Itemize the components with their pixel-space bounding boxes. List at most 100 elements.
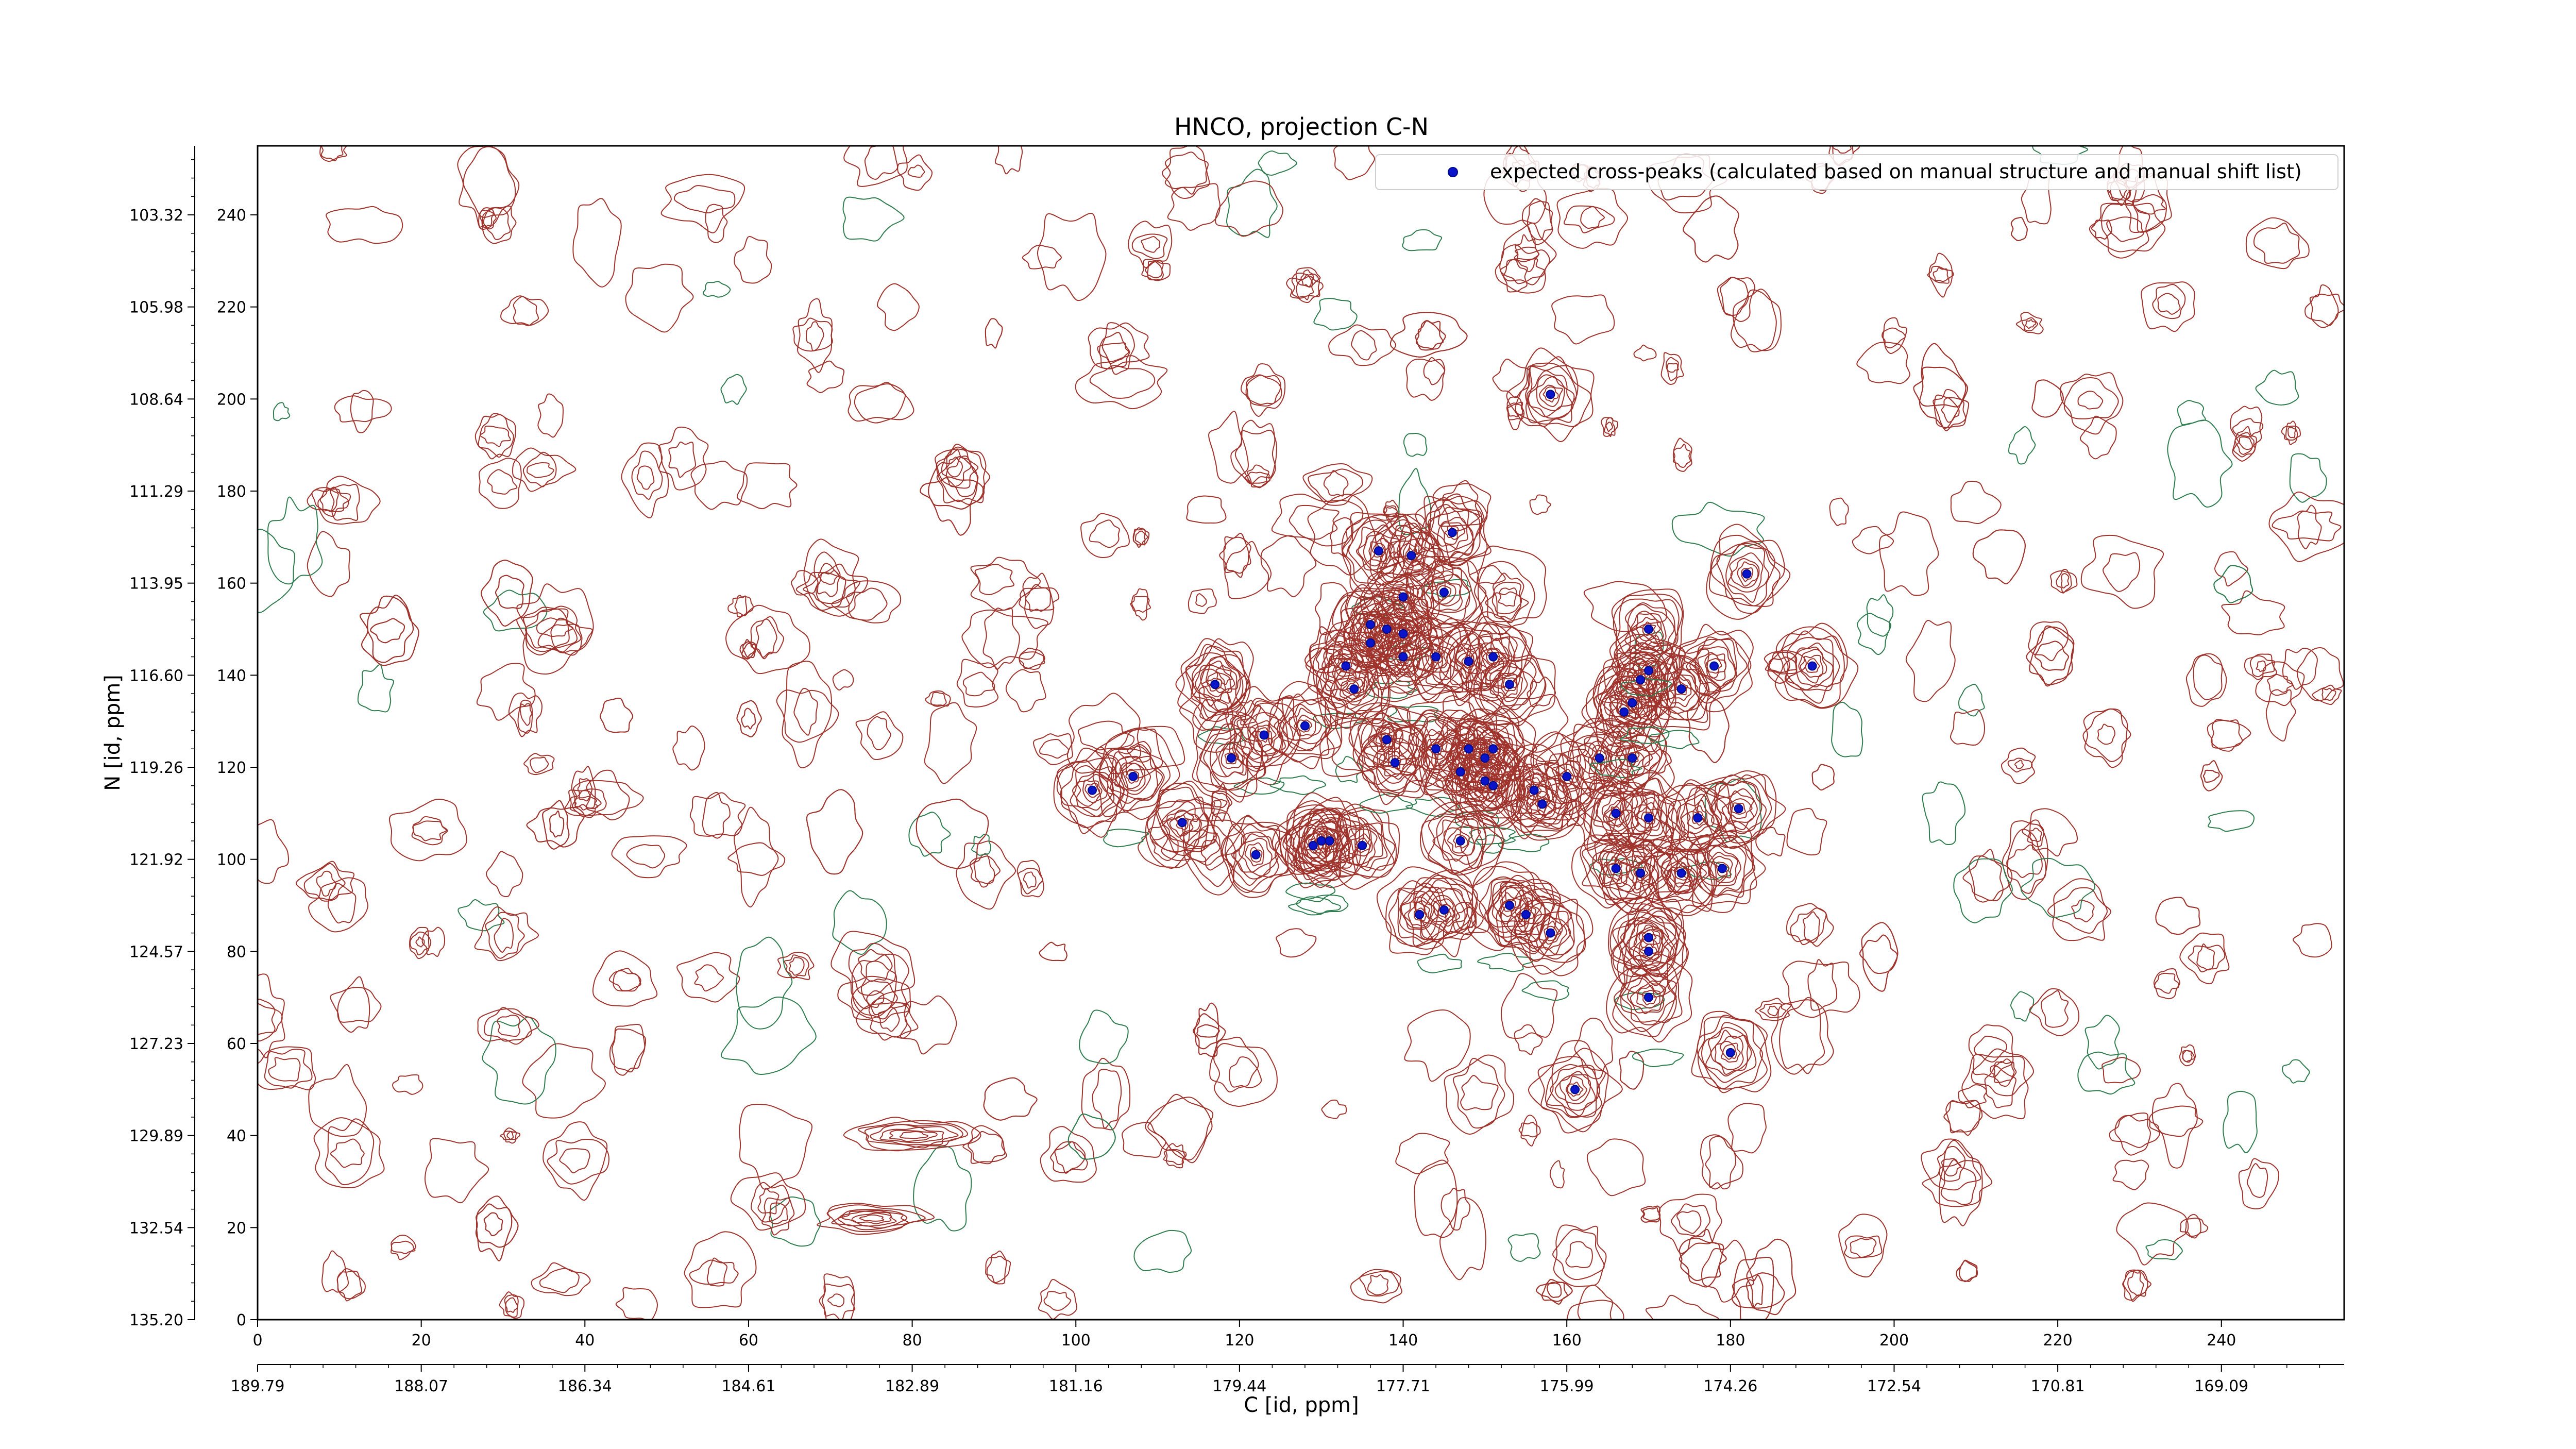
peak-contour — [1428, 811, 1496, 876]
cross-peak-marker — [1374, 546, 1383, 556]
peak-contour — [1082, 780, 1103, 803]
peak-contour — [1545, 754, 1583, 799]
peak-contour — [1248, 720, 1280, 752]
noise-contour — [330, 1138, 365, 1168]
y-ppm-tick-label: 132.54 — [129, 1219, 183, 1237]
peak-contour — [1528, 374, 1575, 417]
negative-peak-contour — [1648, 730, 1700, 749]
peak-contour — [1330, 653, 1359, 681]
peak-contour — [1716, 544, 1775, 606]
peak-contour — [1593, 790, 1639, 841]
noise-contour — [1425, 493, 1483, 561]
peak-contour — [1704, 653, 1726, 679]
noise-contour — [585, 769, 630, 821]
peak-contour — [1621, 967, 1677, 1023]
x-tick-label: 160 — [1552, 1332, 1582, 1350]
peak-contour — [1289, 707, 1322, 741]
peak-contour — [1512, 778, 1572, 830]
noise-contour — [258, 819, 289, 884]
peak-contour — [1114, 755, 1151, 795]
noise-contour — [1759, 1003, 1787, 1019]
noise-contour — [2253, 223, 2300, 264]
legend-marker-symbol — [1448, 167, 1458, 177]
noise-contour — [851, 953, 909, 1020]
peak-contour — [1633, 866, 1649, 882]
cross-peak-marker — [1390, 758, 1400, 768]
peak-contour — [1354, 837, 1370, 853]
noise-contour — [962, 671, 995, 697]
noise-contour — [694, 964, 724, 992]
cross-peak-marker — [1088, 785, 1097, 795]
noise-contour — [1145, 1097, 1213, 1164]
noise-contour — [313, 1117, 385, 1189]
noise-contour — [2249, 655, 2275, 678]
noise-contour — [1640, 1205, 1661, 1223]
noise-contour — [1705, 1136, 1736, 1190]
peak-contour — [1697, 774, 1777, 849]
peak-contour — [1642, 621, 1656, 636]
noise-contour — [1439, 1197, 1486, 1280]
noise-contour — [761, 1197, 795, 1236]
negative-noise-contour — [1398, 468, 1432, 535]
noise-contour — [625, 263, 694, 333]
peak-contour — [1415, 636, 1455, 673]
x-tick-label: 140 — [1388, 1332, 1418, 1350]
noise-contour — [2230, 406, 2263, 450]
noise-contour — [1514, 1024, 1543, 1055]
cross-peak-marker — [1308, 840, 1318, 850]
noise-contour — [1633, 344, 1657, 362]
noise-contour — [819, 1273, 855, 1320]
noise-contour — [1323, 470, 1349, 497]
noise-contour — [821, 1283, 856, 1320]
peak-contour — [1506, 347, 1595, 443]
noise-contour — [1122, 1122, 1166, 1158]
noise-contour — [1959, 1260, 1978, 1283]
peak-contour — [1687, 805, 1708, 830]
x-ppm-tick-label: 177.71 — [1376, 1377, 1430, 1395]
cross-peak-marker — [1341, 661, 1351, 671]
peak-contour — [1720, 1041, 1741, 1063]
peak-contour — [1118, 762, 1146, 791]
noise-contour — [1367, 1274, 1389, 1295]
negative-noise-contour — [1866, 594, 1894, 637]
noise-contour — [793, 688, 818, 736]
peak-contour — [1691, 811, 1706, 826]
noise-contour — [524, 605, 582, 653]
noise-contour — [1660, 352, 1684, 385]
noise-contour — [258, 973, 285, 1058]
peak-contour — [1196, 713, 1265, 803]
noise-contour — [2153, 968, 2181, 1000]
cross-peak-marker — [1562, 771, 1572, 781]
peak-contour — [1388, 880, 1456, 950]
peak-contour — [1805, 658, 1820, 673]
noise-contour — [1200, 839, 1225, 871]
noise-contour — [317, 476, 381, 525]
noise-contour — [611, 835, 687, 879]
peak-contour — [1256, 727, 1272, 743]
noise-contour — [854, 382, 906, 424]
artifact-contour — [879, 1126, 944, 1143]
cross-peak-marker — [1505, 901, 1514, 910]
peak-contour — [1149, 782, 1217, 853]
peak-contour — [1480, 774, 1503, 800]
noise-contour — [1099, 332, 1130, 369]
peak-contour — [1473, 651, 1546, 727]
negative-peak-contour — [1288, 896, 1341, 916]
peak-contour — [1440, 522, 1466, 545]
noise-contour — [897, 154, 933, 191]
noise-contour — [531, 1262, 591, 1296]
y-tick-label: 80 — [227, 943, 246, 961]
peak-contour — [1399, 890, 1440, 940]
noise-contour — [2202, 769, 2220, 783]
noise-contour — [1025, 584, 1051, 612]
peak-contour — [1656, 662, 1709, 714]
noise-contour — [739, 1104, 813, 1190]
peak-contour — [1499, 889, 1552, 939]
noise-contour — [916, 798, 989, 869]
noise-contour — [2089, 203, 2166, 252]
noise-contour — [1950, 481, 2002, 525]
peak-contour — [1459, 755, 1510, 808]
noise-contour — [2122, 1269, 2151, 1301]
x-ppm-tick-label: 181.16 — [1049, 1377, 1103, 1395]
peak-contour — [1222, 816, 1296, 898]
